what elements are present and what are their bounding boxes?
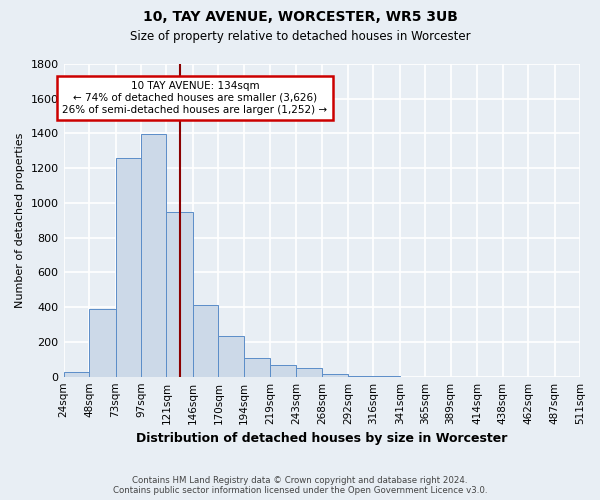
Bar	[296, 368, 322, 376]
Bar	[141, 134, 166, 376]
Bar	[89, 309, 116, 376]
Bar	[271, 366, 296, 376]
Text: 10, TAY AVENUE, WORCESTER, WR5 3UB: 10, TAY AVENUE, WORCESTER, WR5 3UB	[143, 10, 457, 24]
Y-axis label: Number of detached properties: Number of detached properties	[15, 132, 25, 308]
Text: Contains HM Land Registry data © Crown copyright and database right 2024.
Contai: Contains HM Land Registry data © Crown c…	[113, 476, 487, 495]
Bar	[322, 374, 348, 376]
Bar	[116, 158, 141, 376]
Text: 10 TAY AVENUE: 134sqm
← 74% of detached houses are smaller (3,626)
26% of semi-d: 10 TAY AVENUE: 134sqm ← 74% of detached …	[62, 82, 328, 114]
Bar	[218, 336, 244, 376]
Text: Size of property relative to detached houses in Worcester: Size of property relative to detached ho…	[130, 30, 470, 43]
X-axis label: Distribution of detached houses by size in Worcester: Distribution of detached houses by size …	[136, 432, 508, 445]
Bar	[244, 358, 271, 376]
Bar	[64, 372, 89, 376]
Bar	[166, 212, 193, 376]
Bar	[193, 304, 218, 376]
